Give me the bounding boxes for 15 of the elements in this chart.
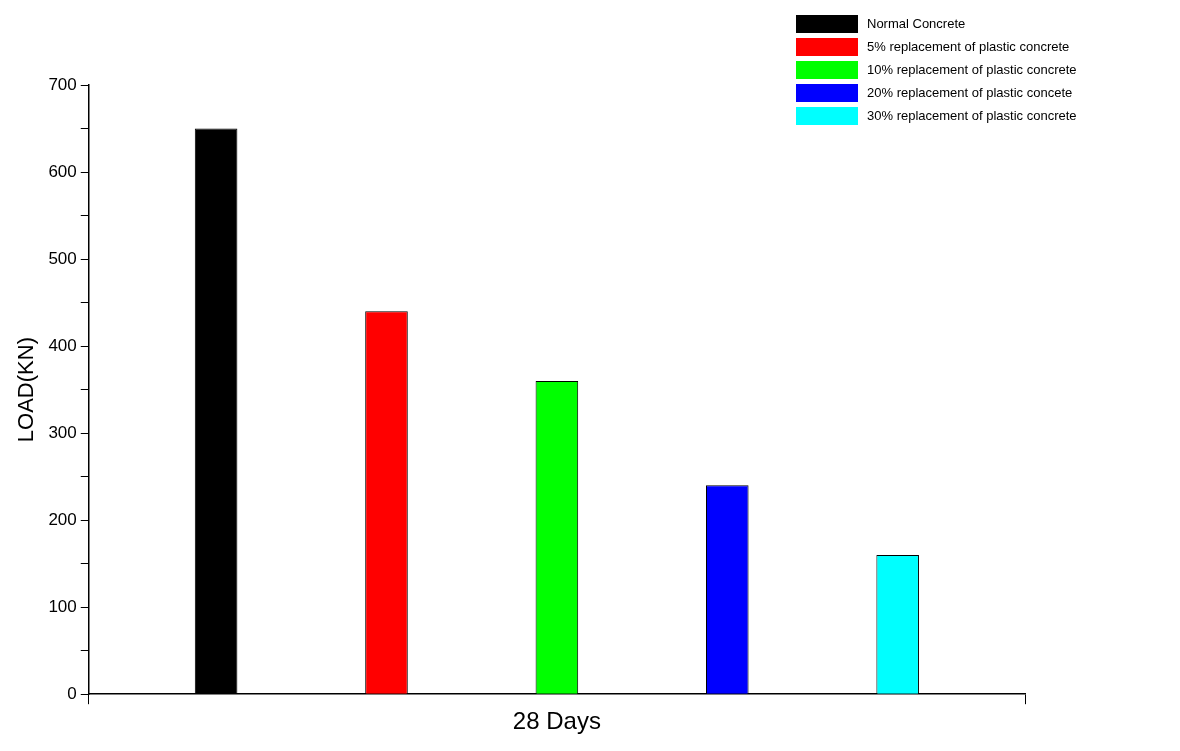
y-tick-label: 400 — [48, 335, 77, 355]
y-tick-label: 300 — [48, 422, 77, 442]
x-axis-title: 28 Days — [512, 707, 601, 735]
legend-label: 30% replacement of plastic concrete — [867, 108, 1077, 123]
legend-label: 5% replacement of plastic concrete — [867, 39, 1070, 54]
y-tick-label: 100 — [48, 596, 77, 616]
legend-label: 20% replacement of plastic concete — [867, 85, 1073, 100]
y-tick-label: 700 — [48, 74, 77, 94]
legend-label: 10% replacement of plastic concrete — [867, 62, 1077, 77]
y-axis-title: LOAD(KN) — [13, 337, 39, 443]
y-tick-label: 0 — [67, 683, 77, 703]
y-tick-label: 200 — [48, 509, 77, 529]
legend-label: Normal Concrete — [867, 16, 966, 31]
y-tick-label: 500 — [48, 248, 77, 268]
y-tick-label: 600 — [48, 161, 77, 181]
